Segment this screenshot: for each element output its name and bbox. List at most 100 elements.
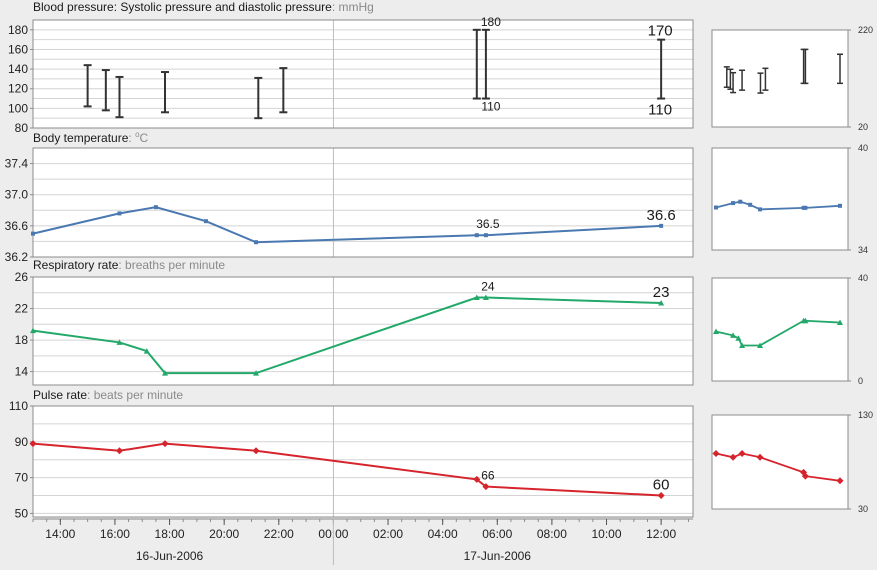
data-label: 23: [653, 284, 670, 301]
y-tick-label: 110: [9, 399, 28, 413]
y-tick-label: 14: [15, 365, 29, 379]
x-tick-label: 08:00: [537, 527, 567, 541]
mini-data-point: [758, 207, 763, 212]
y-tick-label: 140: [8, 62, 28, 76]
mini-data-point: [735, 335, 742, 341]
panel-title-text: Body temperature: [33, 131, 129, 145]
plot-area: [33, 277, 693, 385]
mini-plot-area: [711, 277, 849, 382]
y-tick-label: 37.0: [5, 188, 29, 202]
mini-plot-area: [711, 414, 849, 510]
y-tick-label: 37.4: [5, 157, 29, 171]
mini-data-point: [801, 472, 809, 480]
mini-panel-4: 30 130: [711, 410, 873, 514]
data-point: [474, 233, 479, 238]
mini-data-point: [731, 201, 736, 206]
mini-data-point: [748, 202, 753, 207]
x-tick-label: 12:00: [646, 527, 676, 541]
mini-panel-3: 0 40: [711, 273, 868, 386]
panel-unit: : breaths per minute: [118, 258, 225, 272]
chart-panel-3: Respiratory rate: breaths per minute 14 18…: [15, 258, 694, 386]
data-point: [143, 348, 150, 354]
panel-unit-text: C: [140, 131, 149, 145]
y-tick-label: 80: [15, 121, 29, 135]
data-label: 24: [481, 279, 495, 293]
data-point: [252, 447, 260, 455]
mini-data-point: [729, 453, 737, 461]
data-point: [30, 327, 36, 334]
x-tick-label: 18:00: [155, 527, 185, 541]
bp-range-bar: [481, 28, 490, 100]
mini-data-point: [837, 319, 843, 326]
panel-title: Pulse rate: beats per minute: [33, 388, 183, 402]
bp-range-bar: [83, 64, 92, 108]
mini-y-tick-label: 30: [858, 504, 868, 514]
mini-data-point: [757, 342, 764, 348]
panel-title: Respiratory rate: breaths per minute: [33, 258, 225, 272]
mini-y-tick-label: 20: [858, 122, 868, 132]
bp-range-bar: [115, 75, 124, 119]
y-tick-label: 90: [15, 435, 29, 449]
mini-y-tick-label: 40: [858, 143, 868, 153]
bp-range-bar: [472, 28, 481, 100]
data-point: [203, 219, 208, 224]
mini-data-point: [802, 317, 809, 324]
data-label: 36.6: [647, 207, 676, 224]
data-label: 36.5: [476, 217, 500, 231]
plot-area: [33, 148, 693, 257]
x-tick-label: 02:00: [373, 527, 403, 541]
panel-unit-degree: o: [135, 130, 140, 139]
panel-unit: : mmHg: [332, 0, 374, 14]
data-point: [162, 370, 168, 376]
mini-y-tick-label: 130: [858, 410, 873, 420]
x-tick-label: 14:00: [45, 527, 75, 541]
mini-panel-1: 20 220: [711, 25, 873, 132]
mini-plot-area: [711, 147, 849, 251]
mini-y-tick-label: 34: [858, 245, 868, 255]
bp-range-bar: [254, 76, 263, 120]
mini-y-tick-label: 220: [858, 25, 873, 35]
data-point: [254, 240, 259, 245]
y-tick-label: 36.6: [5, 219, 29, 233]
data-point: [117, 211, 122, 216]
x-axis: 14:00 16:00 18:00 20:00 22:00 00:00 02:00 04:00…: [32, 518, 693, 565]
mini-data-point: [739, 342, 746, 348]
panel-title-text: Respiratory rate: [33, 258, 119, 272]
x-tick-label: 06:00: [482, 527, 512, 541]
x-tick-label: 10:00: [592, 527, 622, 541]
mini-data-point: [713, 328, 719, 335]
y-tick-label: 22: [15, 302, 29, 316]
mini-data-point: [803, 205, 808, 210]
panel-title: Body temperature: oC: [33, 130, 149, 145]
mini-data-point: [738, 199, 743, 204]
panel-title-text: Pulse rate: [33, 388, 87, 402]
mini-data-point: [756, 453, 764, 461]
y-tick-label: 100: [8, 101, 28, 115]
data-label: 110: [481, 100, 500, 114]
x-tick-label: 22:00: [264, 527, 294, 541]
data-point: [473, 475, 481, 483]
mini-data-point: [738, 450, 746, 458]
date-label: 17-Jun-2006: [464, 549, 532, 563]
y-tick-label: 18: [15, 333, 29, 347]
panel-unit: : beats per minute: [87, 388, 183, 402]
panel-unit: :: [128, 131, 135, 145]
y-tick-label: 160: [8, 42, 28, 56]
data-point: [659, 223, 664, 228]
date-label: 16-Jun-2006: [136, 549, 204, 563]
y-tick-label: 70: [15, 471, 29, 485]
y-tick-label: 36.2: [5, 250, 29, 264]
data-point: [115, 447, 123, 455]
y-tick-label: 180: [8, 23, 28, 37]
mini-data-point: [836, 477, 844, 485]
chart-panel-1: Blood pressure: Systolic pressure and di…: [8, 0, 694, 135]
data-point: [482, 294, 489, 300]
data-point: [482, 483, 490, 491]
data-point: [31, 231, 35, 236]
data-point: [153, 205, 158, 210]
mini-data-point: [730, 332, 737, 338]
x-tick-label: 04:00: [428, 527, 458, 541]
data-point: [116, 339, 123, 345]
data-label: 60: [653, 477, 670, 494]
